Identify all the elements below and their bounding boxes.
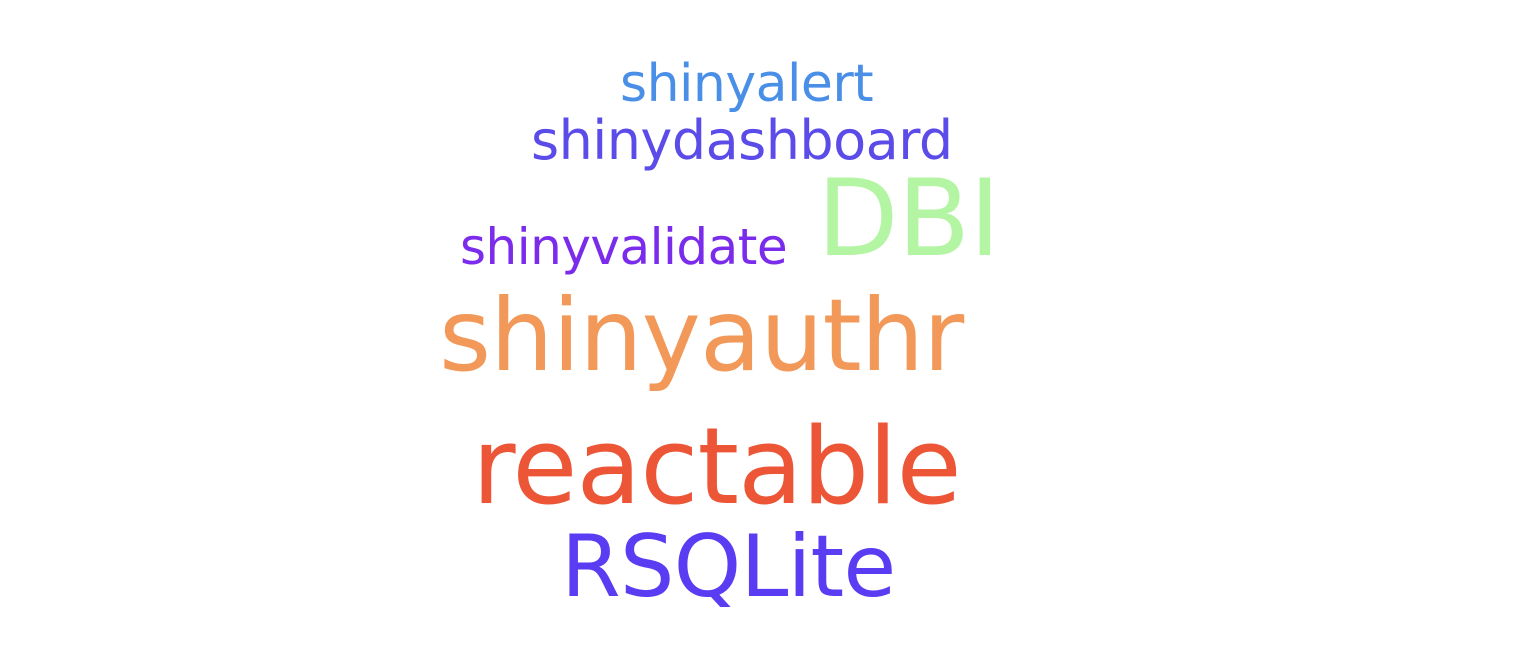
word-shinyalert: shinyalert	[620, 54, 874, 114]
word-dbi: DBI	[817, 157, 1001, 280]
word-shinyauthr: shinyauthr	[439, 277, 964, 394]
word-shinydashboard: shinydashboard	[531, 109, 953, 172]
word-reactable: reactable	[472, 405, 962, 528]
word-rsqlite: RSQLite	[561, 517, 896, 617]
word-shinyvalidate: shinyvalidate	[460, 218, 788, 276]
